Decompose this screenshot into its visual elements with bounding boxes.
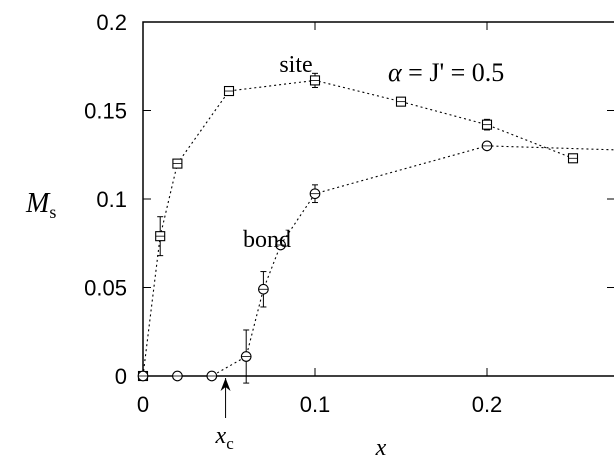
y-axis-label: Ms: [25, 188, 56, 222]
threshold-arrow-head: [220, 378, 231, 391]
series-line: [142, 79, 574, 377]
series-line: [143, 145, 614, 377]
y-tick-label: 0.1: [96, 187, 127, 212]
threshold-label: xc: [215, 423, 235, 453]
threshold-xc: xc: [215, 378, 235, 453]
plot-frame: [142, 21, 614, 377]
series-bond: [137, 140, 614, 384]
series-label-site: site: [279, 52, 312, 78]
series-site: [137, 72, 579, 382]
y-tick-label: 0.2: [96, 10, 127, 35]
x-tick-label: 0: [137, 392, 149, 417]
x-tick-label: 0.2: [472, 392, 503, 417]
parameter-annotation: α = J' = 0.5: [388, 58, 504, 87]
series-label-bond: bond: [243, 227, 291, 253]
y-tick-label: 0.15: [84, 99, 127, 124]
y-tick-label: 0.05: [84, 276, 127, 301]
y-tick-label: 0: [115, 364, 127, 389]
x-tick-label: 0.1: [300, 392, 331, 417]
x-axis-label: x: [375, 435, 387, 461]
